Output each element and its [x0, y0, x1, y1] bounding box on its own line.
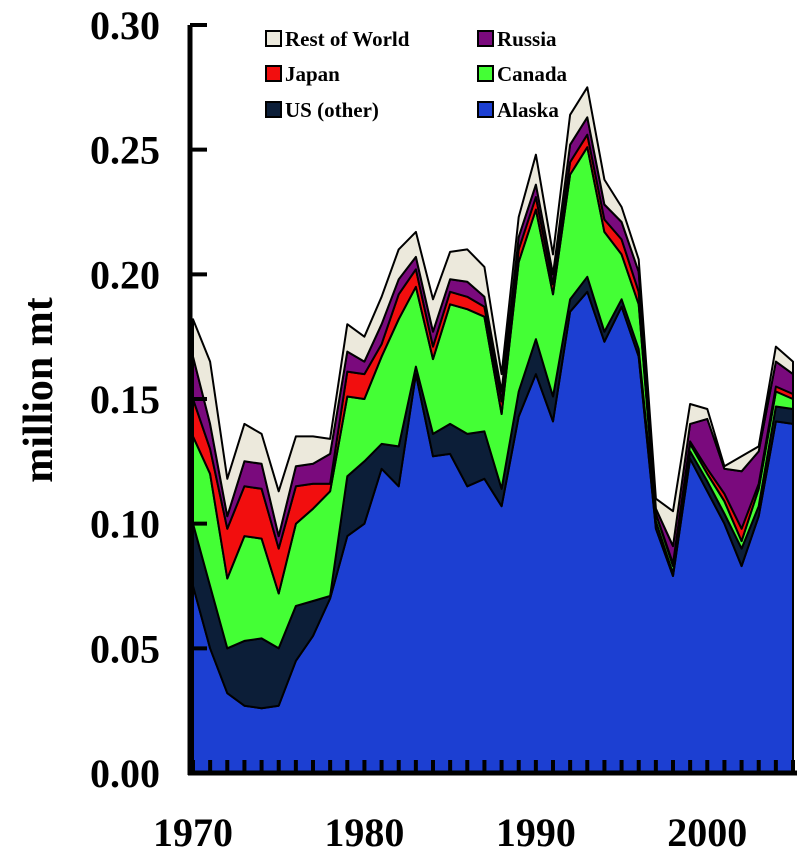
legend-swatch	[477, 65, 494, 82]
y-tick-label: 0.25	[90, 128, 160, 173]
legend-item-us-other: US (other)	[265, 98, 379, 122]
legend-swatch	[477, 101, 494, 118]
legend-swatch	[265, 65, 282, 82]
y-tick-label: 0.10	[90, 502, 160, 547]
x-tick-label: 1980	[324, 810, 404, 851]
y-tick-label: 0.15	[90, 377, 160, 422]
x-tick-label: 1970	[153, 810, 233, 851]
y-tick-label: 0.20	[90, 252, 160, 297]
x-tick-label: 1990	[496, 810, 576, 851]
y-ticks-group: 0.00 0.05 0.10 0.15 0.20 0.25 0.30	[90, 3, 207, 796]
legend-swatch	[265, 101, 282, 118]
y-tick-label: 0.00	[90, 751, 160, 796]
legend-item-russia: Russia	[477, 27, 557, 51]
area-series-group	[192, 86, 794, 774]
x-tick-label: 2000	[667, 810, 747, 851]
y-tick-label: 0.30	[90, 3, 160, 48]
legend-label: US (other)	[285, 98, 379, 122]
legend-label: Russia	[497, 27, 557, 51]
legend-item-japan: Japan	[265, 62, 340, 86]
legend-label: Canada	[497, 62, 568, 86]
x-ticks-group: 1970 1980 1990 2000	[153, 760, 795, 851]
legend-label: Rest of World	[285, 27, 410, 51]
y-tick-label: 0.05	[90, 626, 160, 671]
legend-item-canada: Canada	[477, 62, 568, 86]
legend-item-rest-of-world: Rest of World	[265, 27, 410, 51]
y-axis-title: million mt	[16, 297, 62, 483]
legend-item-alaska: Alaska	[477, 98, 559, 122]
area-rest-of-world	[192, 86, 794, 548]
legend-swatch	[265, 30, 282, 47]
legend-label: Japan	[285, 62, 340, 86]
legend: Rest of World Russia Japan Canada US (other)…	[265, 27, 568, 122]
legend-swatch	[477, 30, 494, 47]
legend-label: Alaska	[497, 98, 559, 122]
